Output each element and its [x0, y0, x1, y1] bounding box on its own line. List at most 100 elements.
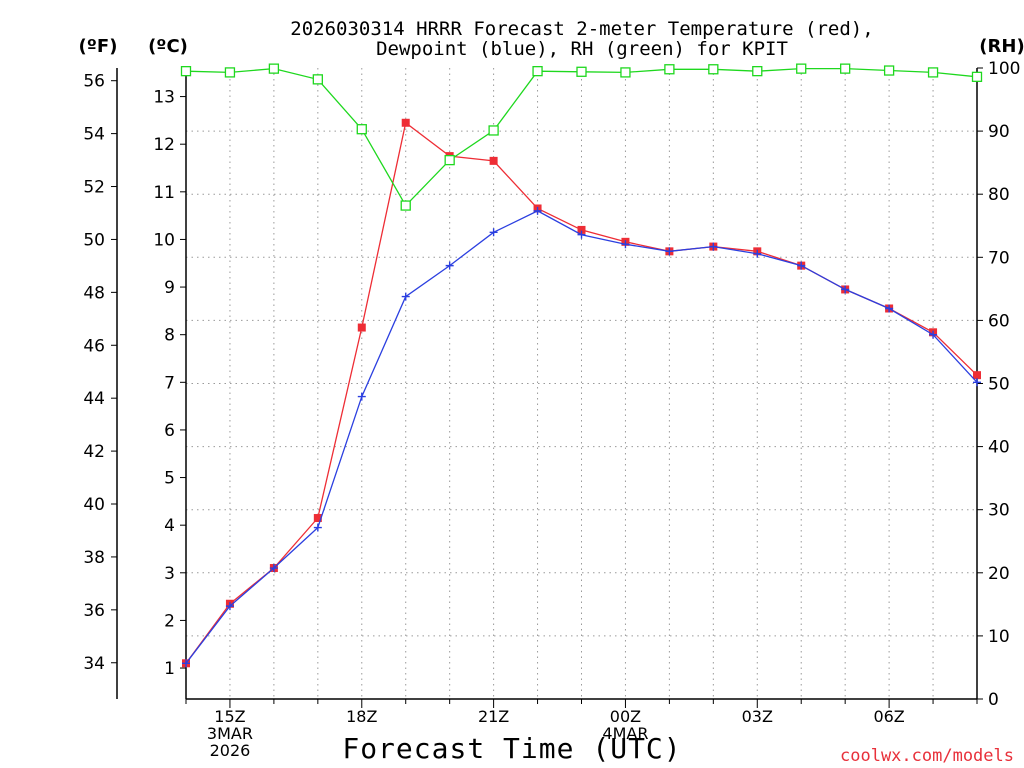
rh-tick-label: 40 [988, 438, 1010, 458]
chart-title-line2: Dewpoint (blue), RH (green) for KPIT [376, 38, 788, 60]
rh-line [185, 67, 978, 207]
fahrenheit-tick-label: 42 [83, 442, 105, 462]
rh-point [576, 66, 587, 77]
x-tick-label: 3MAR [207, 724, 253, 743]
rh-tick-label: 100 [988, 59, 1020, 79]
series-rh [180, 63, 983, 211]
rh-point [796, 63, 807, 74]
dewpoint-point [709, 242, 718, 251]
celsius-tick-label: 8 [164, 326, 175, 346]
rh-tick-label: 70 [988, 248, 1010, 268]
dewpoint-point [753, 249, 762, 258]
fahrenheit-tick-label: 36 [83, 601, 105, 621]
rh-point [268, 63, 280, 74]
rh-point [488, 125, 499, 136]
dewpoint-point [621, 240, 630, 249]
celsius-tick-label: 9 [164, 278, 175, 298]
fahrenheit-tick-label: 56 [83, 72, 105, 92]
source-credit: coolwx.com/models [840, 746, 1014, 766]
rh-point [840, 63, 851, 74]
x-tick-label: 4MAR [602, 724, 648, 743]
rh-unit-label: (RH) [979, 36, 1024, 57]
rh-tick-label: 60 [988, 311, 1010, 331]
dewpoint-point [533, 206, 542, 215]
celsius-tick-label: 10 [153, 230, 175, 250]
dewpoint-point [225, 602, 234, 611]
rh-point [312, 74, 323, 85]
fahrenheit-tick-label: 54 [83, 125, 105, 145]
fahrenheit-tick-label: 50 [83, 230, 105, 250]
rh-tick-label: 20 [988, 564, 1010, 584]
x-tick-label: 15Z [214, 707, 245, 726]
x-tick-label: 2026 [210, 741, 251, 760]
data-series [180, 63, 983, 668]
dewpoint-point [445, 261, 454, 270]
temperature-point [577, 225, 586, 234]
rh-point [971, 71, 983, 82]
rh-point [180, 66, 192, 77]
rh-point [224, 67, 236, 78]
axis-ticks: 3436384042444648505254561234567891011121… [83, 59, 1020, 760]
temperature-point [489, 156, 498, 165]
fahrenheit-unit-label: (ºF) [79, 36, 118, 57]
celsius-tick-label: 1 [164, 659, 175, 679]
celsius-tick-label: 5 [164, 469, 175, 489]
rh-tick-label: 80 [988, 185, 1010, 205]
temperature-point [357, 323, 366, 332]
rh-tick-label: 50 [988, 375, 1010, 395]
temperature-point [973, 371, 981, 380]
celsius-tick-label: 2 [164, 611, 175, 631]
celsius-tick-label: 6 [164, 421, 175, 441]
rh-point [620, 67, 631, 78]
x-tick-label: 00Z [610, 707, 641, 726]
celsius-tick-label: 11 [153, 183, 175, 203]
fahrenheit-tick-label: 44 [83, 389, 105, 409]
axes [116, 68, 978, 700]
rh-point [444, 154, 455, 166]
fahrenheit-tick-label: 34 [83, 654, 105, 674]
x-tick-label: 06Z [873, 707, 904, 726]
rh-tick-label: 90 [988, 122, 1010, 142]
x-axis-label: Forecast Time (UTC) [342, 732, 681, 765]
rh-point [883, 65, 895, 76]
dewpoint-point [841, 285, 850, 294]
dewpoint-point [401, 292, 410, 301]
rh-point [664, 64, 675, 75]
dewpoint-point [182, 659, 190, 668]
rh-tick-label: 10 [988, 627, 1010, 647]
dewpoint-point [973, 378, 981, 387]
rh-tick-label: 0 [988, 690, 999, 710]
rh-point [752, 66, 763, 77]
x-tick-label: 03Z [742, 707, 773, 726]
dewpoint-point [665, 247, 674, 256]
gridlines [186, 68, 977, 699]
fahrenheit-tick-label: 38 [83, 548, 105, 568]
dewpoint-point [489, 228, 498, 237]
temperature-point [313, 514, 322, 523]
celsius-tick-label: 3 [164, 564, 175, 584]
fahrenheit-tick-label: 52 [83, 178, 105, 198]
celsius-tick-label: 13 [153, 88, 175, 108]
rh-point [532, 66, 543, 77]
rh-tick-label: 30 [988, 501, 1010, 521]
chart-title-line1: 2026030314 HRRR Forecast 2-meter Tempera… [290, 18, 873, 40]
fahrenheit-tick-label: 48 [83, 283, 105, 303]
dewpoint-point [357, 392, 366, 401]
temperature-point [401, 118, 410, 127]
celsius-tick-label: 7 [164, 373, 175, 393]
dewpoint-point [313, 523, 322, 532]
rh-point [927, 67, 939, 78]
fahrenheit-tick-label: 40 [83, 495, 105, 515]
x-tick-label: 21Z [478, 707, 509, 726]
dewpoint-point [797, 261, 806, 270]
x-tick-label: 18Z [346, 707, 377, 726]
rh-point [708, 64, 719, 75]
dewpoint-point [885, 304, 894, 313]
fahrenheit-tick-label: 46 [83, 336, 105, 356]
celsius-unit-label: (ºC) [148, 36, 188, 57]
celsius-tick-label: 12 [153, 135, 175, 155]
dewpoint-point [269, 564, 278, 573]
dewpoint-point [929, 330, 938, 339]
dewpoint-point [577, 230, 586, 239]
